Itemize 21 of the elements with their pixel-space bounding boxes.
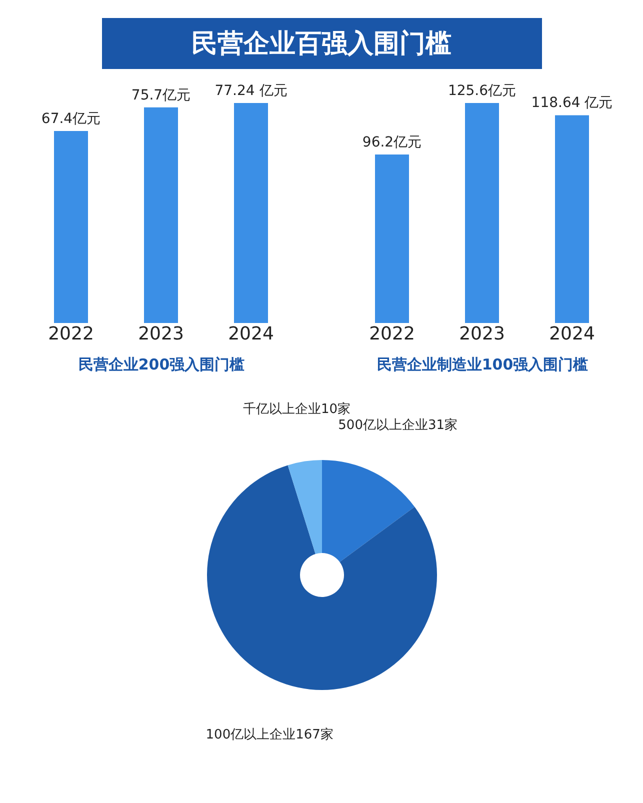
data-label: 75.7亿元 xyxy=(131,87,190,104)
slice-label: 100亿以上企业167家 xyxy=(205,726,333,743)
data-label: 67.4亿元 xyxy=(41,111,100,128)
donut-slice xyxy=(206,465,436,690)
x-tick-label: 2024 xyxy=(228,324,274,344)
donut-slice xyxy=(322,460,414,562)
x-tick-label: 2024 xyxy=(549,324,596,344)
donut-slice xyxy=(287,460,322,554)
chart-title: 民营企业百强入围门槛 xyxy=(102,18,542,69)
x-axis-title: 民营企业制造业100强入围门槛 xyxy=(377,356,588,374)
slice-label: 千亿以上企业10家 xyxy=(242,400,350,417)
data-label: 96.2亿元 xyxy=(362,134,422,150)
data-label: 125.6亿元 xyxy=(448,83,516,99)
x-tick-label: 2022 xyxy=(48,324,94,344)
data-label: 77.24 亿元 xyxy=(214,83,288,99)
slice-label: 500亿以上企业31家 xyxy=(338,417,457,434)
data-label: 118.64 亿元 xyxy=(532,95,613,112)
x-tick-label: 2023 xyxy=(459,324,506,344)
x-tick-label: 2023 xyxy=(138,324,184,344)
x-axis-title: 民营企业200强入围门槛 xyxy=(78,356,244,374)
x-tick-label: 2022 xyxy=(369,324,416,344)
